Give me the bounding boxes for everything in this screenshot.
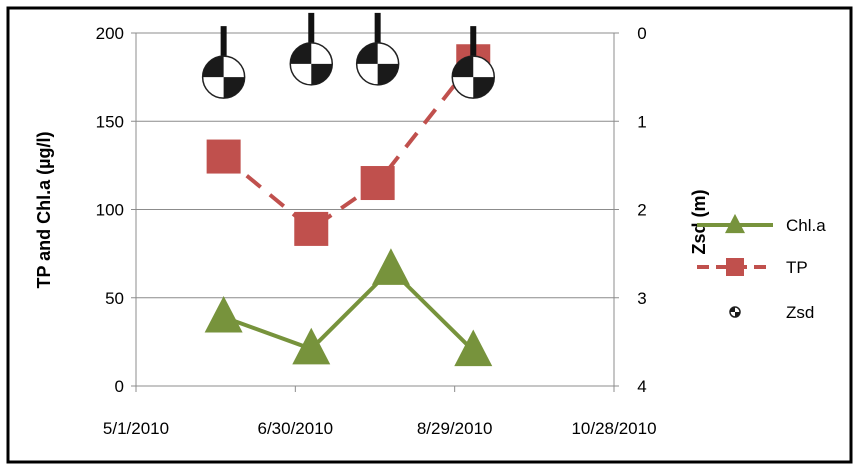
point-chla: [204, 295, 243, 333]
y-left-axis-title: TP and Chl.a (µg/l): [34, 131, 54, 288]
series-layer: [201, 12, 496, 367]
y-right-tick-label: 0: [637, 24, 646, 43]
point-tp: [294, 211, 329, 246]
y-left-tick-label: 200: [96, 24, 124, 43]
legend-label: TP: [786, 258, 808, 277]
y-left-tick-label: 100: [96, 201, 124, 220]
legend-marker: [725, 213, 745, 234]
y-left-tick-label: 150: [96, 112, 124, 131]
legend-marker: [729, 306, 741, 318]
point-tp: [360, 166, 395, 201]
legend-item-tp: TP: [697, 258, 808, 277]
x-tick-label: 5/1/2010: [103, 419, 169, 438]
y-left-tick-label: 50: [105, 289, 124, 308]
x-tick-label: 8/29/2010: [417, 419, 493, 438]
legend-marker: [726, 258, 744, 276]
y-right-tick-label: 2: [637, 201, 646, 220]
point-chla: [371, 248, 410, 285]
point-tp: [206, 139, 241, 174]
legend-item-zsd: Zsd: [729, 303, 814, 322]
y-right-tick-label: 1: [637, 112, 646, 131]
series-line-tp: [222, 60, 475, 232]
y-right-axis-title: Zsd (m): [689, 189, 709, 254]
ticks-layer: 0 50 100 150 200 0 1 2 3 4 5/1/2010 6/30/2010 8/29/2…: [96, 24, 657, 438]
series-line-chla: [222, 266, 475, 353]
point-chla: [454, 329, 493, 367]
axes-layer: [131, 32, 619, 392]
legend-label: Chl.a: [786, 216, 826, 235]
legend: Chl.a TP Zsd: [697, 213, 826, 322]
point-zsd: [201, 26, 246, 99]
point-zsd: [289, 12, 334, 86]
legend-item-chla: Chl.a: [697, 213, 826, 235]
x-tick-label: 6/30/2010: [258, 419, 334, 438]
x-tick-label: 10/28/2010: [571, 419, 656, 438]
y-right-tick-label: 4: [637, 377, 646, 396]
point-zsd: [355, 12, 400, 86]
chart-border: [6, 6, 853, 464]
point-chla: [292, 327, 331, 365]
point-zsd: [451, 26, 496, 99]
y-right-tick-label: 3: [637, 289, 646, 308]
y-left-tick-label: 0: [115, 377, 124, 396]
legend-label: Zsd: [786, 303, 814, 322]
